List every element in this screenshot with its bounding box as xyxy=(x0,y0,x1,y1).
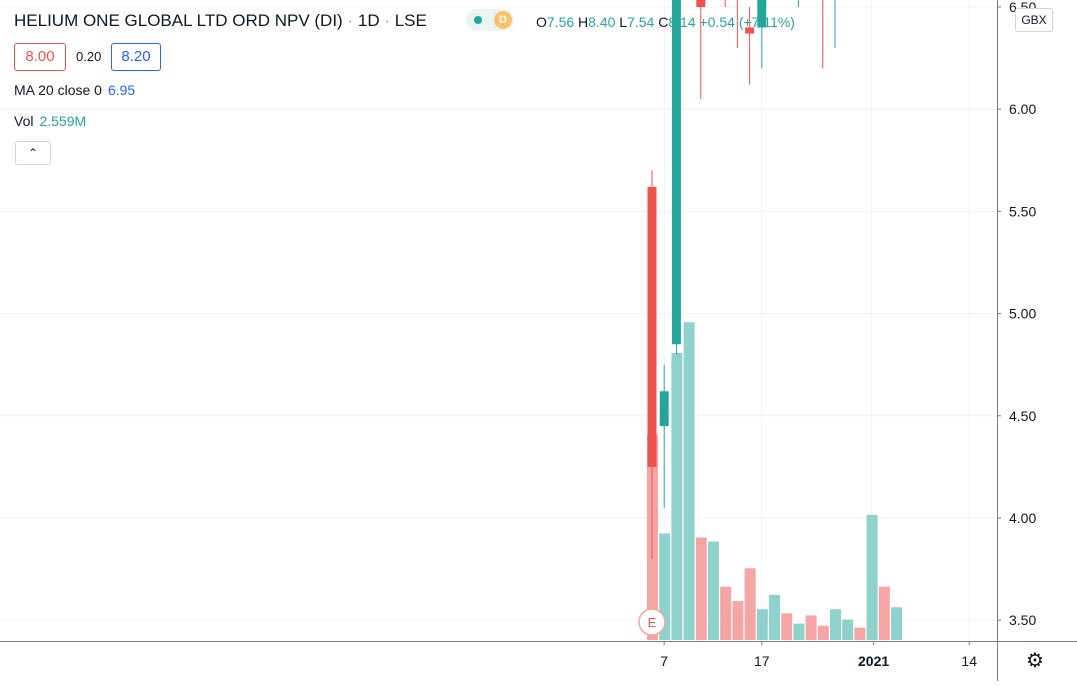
x-tick-label: 2021 xyxy=(858,653,889,669)
y-tick-label: 5.00 xyxy=(1009,306,1036,322)
volume-bar xyxy=(769,594,780,640)
high-value: 8.40 xyxy=(588,14,616,30)
y-tick-label: 5.50 xyxy=(1009,203,1036,219)
x-tick-label: 14 xyxy=(961,653,977,669)
gear-icon[interactable]: ⚙ xyxy=(1026,650,1044,672)
vol-label: Vol xyxy=(14,113,34,129)
volume-bar xyxy=(878,586,890,640)
volume-bar xyxy=(695,537,707,640)
market-status-pill[interactable]: D xyxy=(466,9,514,31)
sell-price-button[interactable]: 8.00 xyxy=(14,43,66,71)
y-tick-label: 3.50 xyxy=(1009,612,1036,628)
candle-body[interactable] xyxy=(745,27,755,34)
change-value: +0.54 (+7.11%) xyxy=(699,14,795,30)
delayed-data-icon: D xyxy=(494,11,512,29)
collapse-legend-button[interactable]: ⌃ xyxy=(15,141,51,165)
ma-label: MA 20 close 0 xyxy=(14,82,102,98)
volume-bar xyxy=(817,625,829,640)
volume-bar xyxy=(866,514,878,640)
candle-body[interactable] xyxy=(757,0,767,28)
candle-body[interactable] xyxy=(659,391,669,427)
volume-indicator-legend[interactable]: Vol 2.559M xyxy=(14,113,86,129)
volume-bar xyxy=(683,322,695,640)
market-open-dot-icon xyxy=(474,16,482,24)
spread-value: 0.20 xyxy=(76,49,102,64)
symbol-title[interactable]: HELIUM ONE GLOBAL LTD ORD NPV (DI) xyxy=(14,11,343,30)
volume-bar xyxy=(830,609,841,640)
low-value: 7.54 xyxy=(627,14,655,30)
volume-bar xyxy=(842,619,854,640)
legend-separator: · xyxy=(384,11,395,30)
candle-body[interactable] xyxy=(696,0,706,7)
x-tick-label: 7 xyxy=(660,653,668,669)
vol-value: 2.559M xyxy=(39,113,87,129)
ohlc-values: O7.56 H8.40 L7.54 C8.14 +0.54 (+7.11%) xyxy=(536,14,795,30)
earnings-marker[interactable] xyxy=(638,608,666,636)
ma-value: 6.95 xyxy=(107,82,136,98)
volume-bar xyxy=(744,568,756,640)
volume-bar xyxy=(781,613,793,640)
legend-separator: · xyxy=(347,11,358,30)
volume-bar xyxy=(720,586,732,640)
volume-bar xyxy=(891,607,902,640)
y-tick-label: 6.00 xyxy=(1009,101,1036,117)
candle-body[interactable] xyxy=(671,0,681,345)
y-tick-label: 4.00 xyxy=(1009,510,1036,526)
interval-label[interactable]: 1D xyxy=(357,11,380,30)
volume-bar xyxy=(805,615,817,640)
volume-bar xyxy=(756,609,768,640)
currency-button[interactable]: GBX xyxy=(1015,8,1053,32)
chevron-up-icon: ⌃ xyxy=(27,146,39,160)
x-tick-label: 17 xyxy=(754,653,770,669)
volume-bar xyxy=(732,601,744,640)
buy-price-button[interactable]: 8.20 xyxy=(111,43,161,71)
volume-bar xyxy=(854,627,866,640)
symbol-legend[interactable]: HELIUM ONE GLOBAL LTD ORD NPV (DI) · 1D … xyxy=(14,11,427,31)
close-value: 8.14 xyxy=(668,14,696,30)
y-tick-label: 4.50 xyxy=(1009,408,1036,424)
ma-indicator-legend[interactable]: MA 20 close 0 6.95 xyxy=(14,82,135,98)
earnings-marker-label: E xyxy=(648,615,657,630)
volume-bar xyxy=(708,541,719,640)
candle-body[interactable] xyxy=(647,186,657,467)
volume-bar xyxy=(793,623,805,640)
open-value: 7.56 xyxy=(546,14,575,30)
volume-bar xyxy=(671,353,683,640)
volume-bar xyxy=(659,533,671,640)
exchange-label: LSE xyxy=(394,11,427,30)
